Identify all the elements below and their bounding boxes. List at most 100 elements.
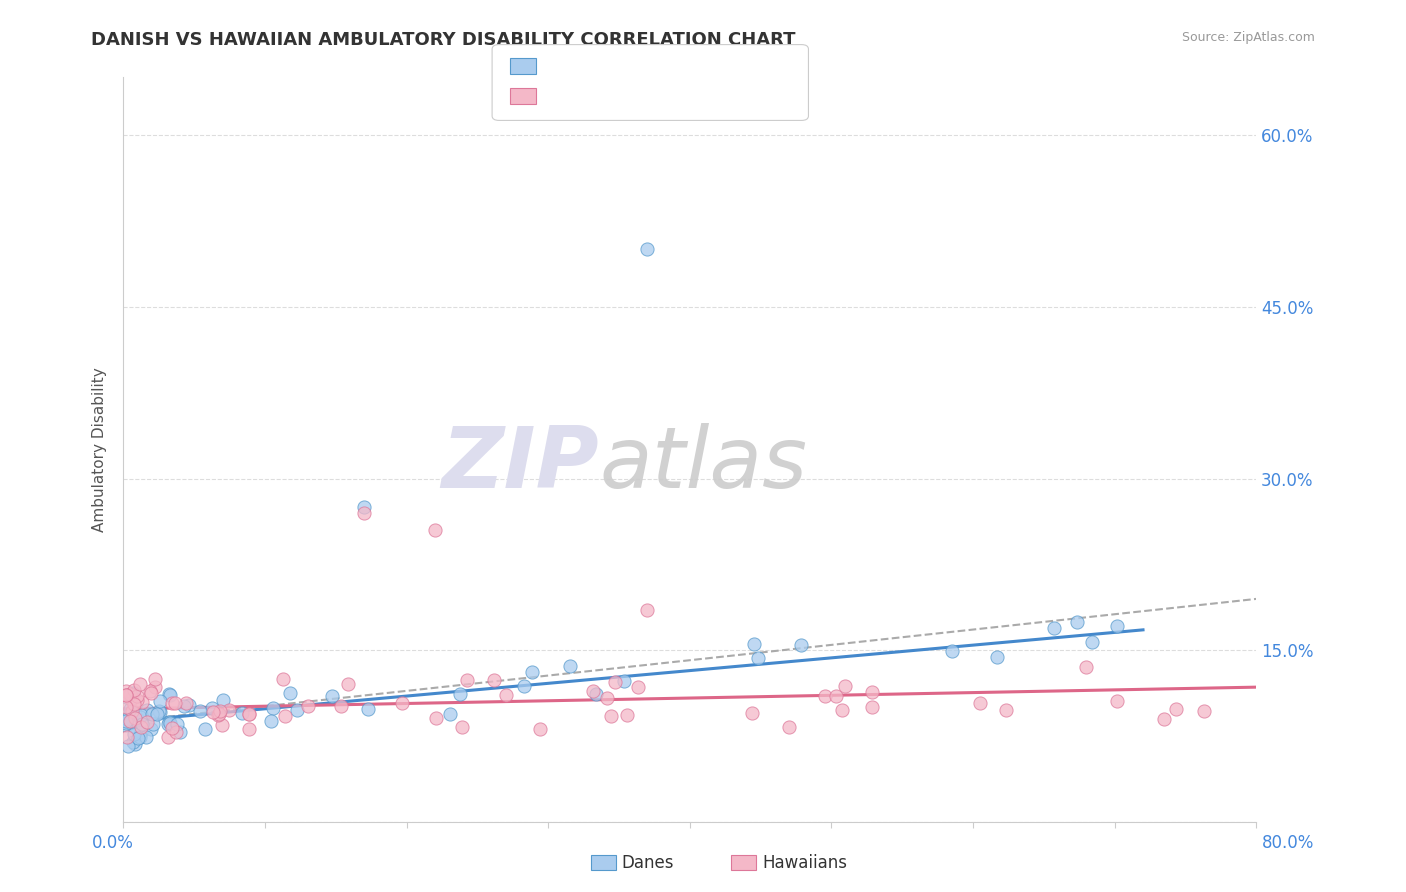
Point [131,695,153,709]
Y-axis label: Ambulatory Disability: Ambulatory Disability [93,368,107,533]
Point [482,673,505,688]
Point [149,694,172,708]
Point [201,701,224,715]
Point [860,684,883,698]
Point [118,714,141,728]
Point [636,603,658,617]
Point [129,710,152,724]
Point [124,711,146,725]
Point [238,706,260,721]
Point [1107,694,1129,708]
Point [1074,660,1097,674]
Point [581,684,603,698]
Point [218,703,240,717]
Point [135,714,157,729]
Point [159,716,181,731]
Text: Hawaiians: Hawaiians [762,854,846,871]
Point [1192,704,1215,718]
Point [831,703,853,717]
Text: R =: R = [544,56,581,74]
Point [336,676,359,690]
Point [131,707,153,722]
Point [120,691,142,706]
Point [741,706,763,720]
Point [1166,701,1188,715]
Point [495,689,517,703]
Point [121,714,143,729]
Point [211,717,233,731]
Point [747,651,769,665]
Point [456,673,478,687]
Text: Danes: Danes [621,854,673,871]
Point [1066,615,1088,629]
Point [115,714,138,728]
Point [127,731,149,746]
Point [177,698,200,712]
Point [115,716,138,731]
Point [212,693,235,707]
Point [115,718,138,732]
Point [118,701,141,715]
Text: Source: ZipAtlas.com: Source: ZipAtlas.com [1181,31,1315,45]
Point [139,686,162,700]
Point [115,699,138,714]
Point [208,706,231,721]
Point [207,708,229,723]
Point [115,730,138,744]
Point [122,682,145,697]
Point [169,725,191,739]
Point [986,649,1008,664]
Text: 68: 68 [703,56,725,74]
Point [208,704,231,718]
Point [600,709,623,723]
Point [273,708,295,723]
Point [129,730,152,744]
Point [138,684,160,698]
Point [149,705,172,719]
Point [159,688,181,702]
Point [121,686,143,700]
Point [585,687,607,701]
Point [115,684,138,698]
Point [353,506,375,520]
Point [529,722,551,736]
Point [636,243,658,257]
Point [118,687,141,701]
Point [1080,635,1102,649]
Point [260,714,283,728]
Point [146,706,169,721]
Point [616,707,638,722]
Point [238,706,260,721]
Point [1042,621,1064,635]
Point [141,706,163,721]
Point [513,679,536,693]
Point [520,665,543,679]
Point [156,730,179,744]
Point [121,704,143,718]
Text: atlas: atlas [599,424,807,507]
Text: 0.121: 0.121 [588,87,640,104]
Point [127,689,149,703]
Point [174,696,197,710]
Point [353,500,375,515]
Point [790,638,813,652]
Point [595,691,617,706]
Text: DANISH VS HAWAIIAN AMBULATORY DISABILITY CORRELATION CHART: DANISH VS HAWAIIAN AMBULATORY DISABILITY… [91,31,796,49]
Point [744,637,766,651]
Point [238,722,260,736]
Point [166,717,188,731]
Point [141,723,163,737]
Point [122,698,145,712]
Point [612,674,634,689]
Point [280,686,302,700]
Point [834,679,856,693]
Point [163,696,186,710]
Point [425,710,447,724]
Point [627,680,650,694]
Point [779,720,801,734]
Point [124,738,146,752]
Point [125,693,148,707]
Point [128,677,150,691]
Point [115,690,138,705]
Point [391,696,413,710]
